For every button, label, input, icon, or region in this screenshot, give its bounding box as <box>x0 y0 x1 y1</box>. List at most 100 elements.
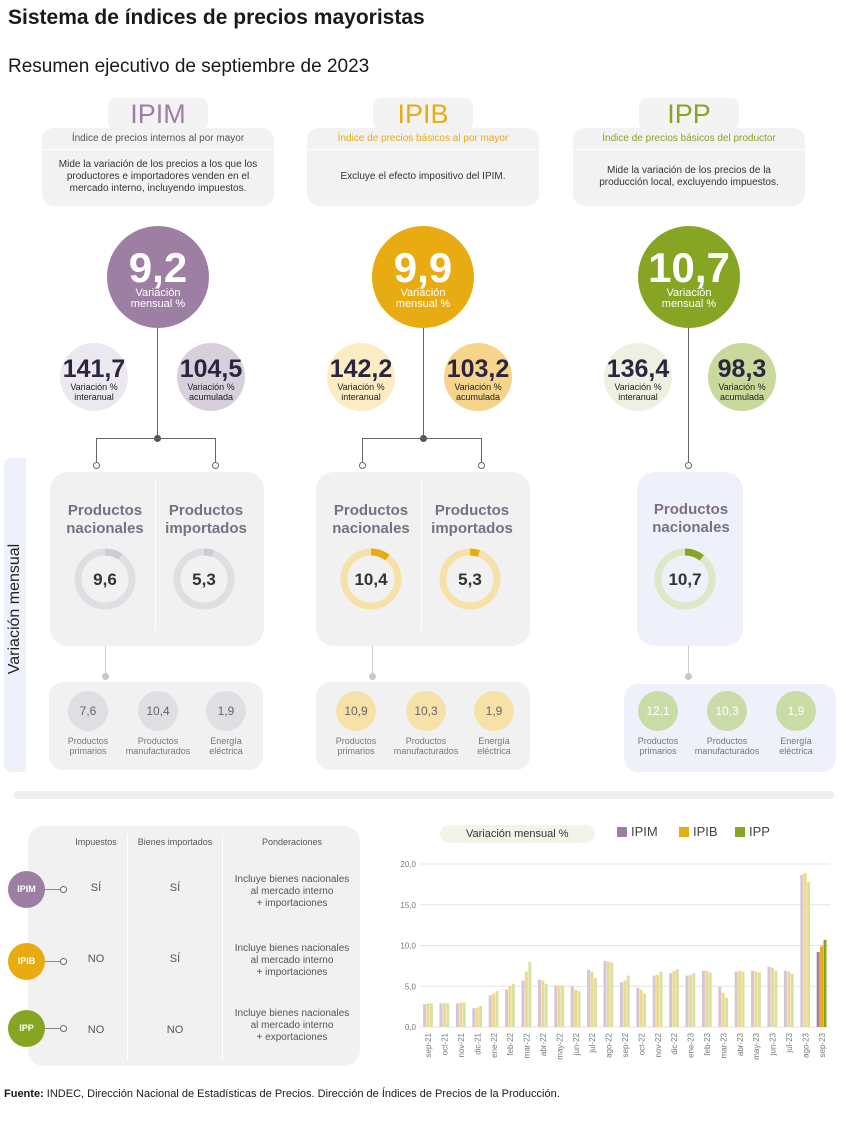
ipib-accumulated-label2: acumulada <box>455 392 501 402</box>
ipib-monthly-label2: mensual % <box>395 298 451 310</box>
ipim-name: IPIM <box>108 98 208 130</box>
y-tick-label: 10,0 <box>400 942 416 951</box>
ipim-pond1: Incluye bienes nacionales <box>234 874 350 885</box>
ipib-sub1-ring <box>340 548 402 610</box>
bar-ipib-abr-23 <box>738 970 742 1027</box>
ipp-long-name: Índice de precios básicos del productor <box>573 128 805 150</box>
table-row-ipp-impuestos: NO <box>87 1024 105 1036</box>
bar-ipp-ago-22 <box>610 962 614 1027</box>
ipib-sub2-name1: Productos <box>434 502 510 519</box>
bar-ipp-mar-22 <box>528 961 532 1027</box>
ipim-comp2-label1: Productos <box>137 736 179 746</box>
ipp-accumulated-label2: acumulada <box>719 392 765 402</box>
table-tag-line-ipp <box>45 1028 63 1029</box>
chart-legend: Variación mensual % <box>440 824 595 843</box>
chart-legend-title: Variación mensual % <box>440 825 595 843</box>
ipim-interannual-label2: interanual <box>74 392 114 402</box>
table-tag-dot-ipim <box>60 886 67 893</box>
bar-ipib-ago-22 <box>606 961 610 1027</box>
ipib-accumulated-circle: 103,2 Variación % acumulada <box>444 343 512 411</box>
ipib-accumulated-label1: Variación % <box>454 382 502 392</box>
side-bar <box>4 458 26 772</box>
ipib-ring-fill-1 <box>469 548 480 557</box>
ipib-branch-left <box>362 438 363 464</box>
ipim-accumulated-label2: acumulada <box>188 392 234 402</box>
bar-ipib-oct-22 <box>639 989 643 1027</box>
bar-ipib-dic-21 <box>475 1007 479 1027</box>
legend-swatch-ipp <box>735 826 745 837</box>
bar-ipim-oct-22 <box>636 987 640 1027</box>
ipib-pond3: + importaciones <box>256 967 328 978</box>
ipim-ring-fill-1 <box>203 548 214 557</box>
bar-ipim-jun-23 <box>767 966 771 1027</box>
page-title: Sistema de índices de precios mayoristas <box>8 6 425 29</box>
bar-ipim-jul-22 <box>587 969 591 1027</box>
y-tick-label: 15,0 <box>400 901 416 910</box>
ipib-info-box: Índice de precios básicos al por mayor E… <box>307 128 539 206</box>
bar-ipim-sep-21 <box>423 1004 427 1027</box>
ipp-comp2-label2: manufacturados <box>694 746 760 756</box>
ipib-sub1-title: Productos nacionales <box>322 502 420 538</box>
ipib-sub2-ring <box>439 548 501 610</box>
legend-swatch-ipim <box>617 826 627 837</box>
table-header-impuestos: Impuestos <box>75 837 117 847</box>
bar-ipim-nov-21 <box>455 1003 459 1027</box>
bar-ipib-jul-23 <box>787 971 791 1027</box>
ipim-sub1-name1: Productos <box>67 502 143 519</box>
bar-ipim-jun-22 <box>570 986 574 1027</box>
ipim-comp1-label2: primarios <box>69 746 107 756</box>
ipp-info-box: Índice de precios básicos del productor … <box>573 128 805 206</box>
y-tick-label: 5,0 <box>405 982 417 991</box>
ipp-pond2: al mercado interno <box>250 1020 334 1031</box>
x-tick-label: oct-21 <box>441 1032 450 1055</box>
ipp-sub1-name1: Productos <box>653 501 729 518</box>
bar-ipib-abr-22 <box>541 980 545 1027</box>
table-tag-dot-ipp <box>60 1025 67 1032</box>
x-tick-label: mar-23 <box>719 1032 728 1058</box>
y-tick-label: 20,0 <box>400 860 416 869</box>
bar-ipim-jul-23 <box>783 970 787 1027</box>
ipp-interannual-value: 136,4 <box>606 355 670 383</box>
ipib-sub1-name2: nacionales <box>332 520 410 537</box>
ipp-pond3: + exportaciones <box>256 1032 328 1043</box>
x-tick-label: jul-23 <box>785 1032 794 1053</box>
ipim-monthly-circle: 9,2 Variación mensual % <box>107 226 209 328</box>
table-row-ipim-impuestos: SÍ <box>90 882 102 894</box>
bar-ipim-ene-22 <box>488 995 492 1027</box>
bar-ipp-nov-21 <box>462 1002 466 1027</box>
ipp-comp3-label1: Energía <box>780 736 812 746</box>
ipib-comp3-label1: Energía <box>478 736 510 746</box>
bar-ipim-dic-21 <box>472 1008 476 1027</box>
ipib-interannual-circle: 142,2 Variación % interanual <box>327 343 395 411</box>
bar-ipib-mar-22 <box>524 971 528 1027</box>
ipim-pond3: + importaciones <box>256 898 328 909</box>
bar-ipib-sep-21 <box>426 1003 430 1027</box>
ipp-connector-dot <box>685 462 692 469</box>
ipib-accumulated-value: 103,2 <box>446 355 510 383</box>
ipib-interannual-label1: Variación % <box>337 382 385 392</box>
bar-ipib-feb-23 <box>705 970 709 1027</box>
x-tick-label: abr-23 <box>736 1032 745 1056</box>
ipp-comp1-label1: Productos <box>637 736 679 746</box>
ipp-comp2-circle: 10,3 <box>707 691 747 731</box>
ipim-branch-left <box>96 438 97 464</box>
ipim-description: Mide la variación de los precios a los q… <box>58 159 258 194</box>
ipim-info-box: Índice de precios internos al por mayor … <box>42 128 274 206</box>
ipib-sub1-value: 10,4 <box>354 570 388 589</box>
bar-ipim-oct-21 <box>439 1003 443 1027</box>
ipp-sub1-title: Productos nacionales <box>642 501 740 537</box>
ipib-sub2-value: 5,3 <box>458 570 482 589</box>
ipp-interannual-circle: 136,4 Variación % interanual <box>604 343 672 411</box>
bar-ipib-dic-22 <box>672 970 676 1027</box>
ipp-comp1-label: Productos primarios <box>623 736 693 756</box>
source-note: Fuente: INDEC, Dirección Nacional de Est… <box>4 1088 560 1100</box>
ipim-sub2-value: 5,3 <box>192 570 216 589</box>
table-tag-dot-ipib <box>60 958 67 965</box>
bar-ipib-jun-23 <box>770 967 774 1027</box>
x-tick-label: feb-22 <box>506 1032 515 1055</box>
legend-swatch-ipib <box>679 826 689 837</box>
bar-ipim-ago-23 <box>800 874 804 1027</box>
ipp-interannual-label2: interanual <box>618 392 658 402</box>
ipim-accumulated-value: 104,5 <box>179 355 243 383</box>
x-tick-label: ago-22 <box>605 1032 614 1057</box>
